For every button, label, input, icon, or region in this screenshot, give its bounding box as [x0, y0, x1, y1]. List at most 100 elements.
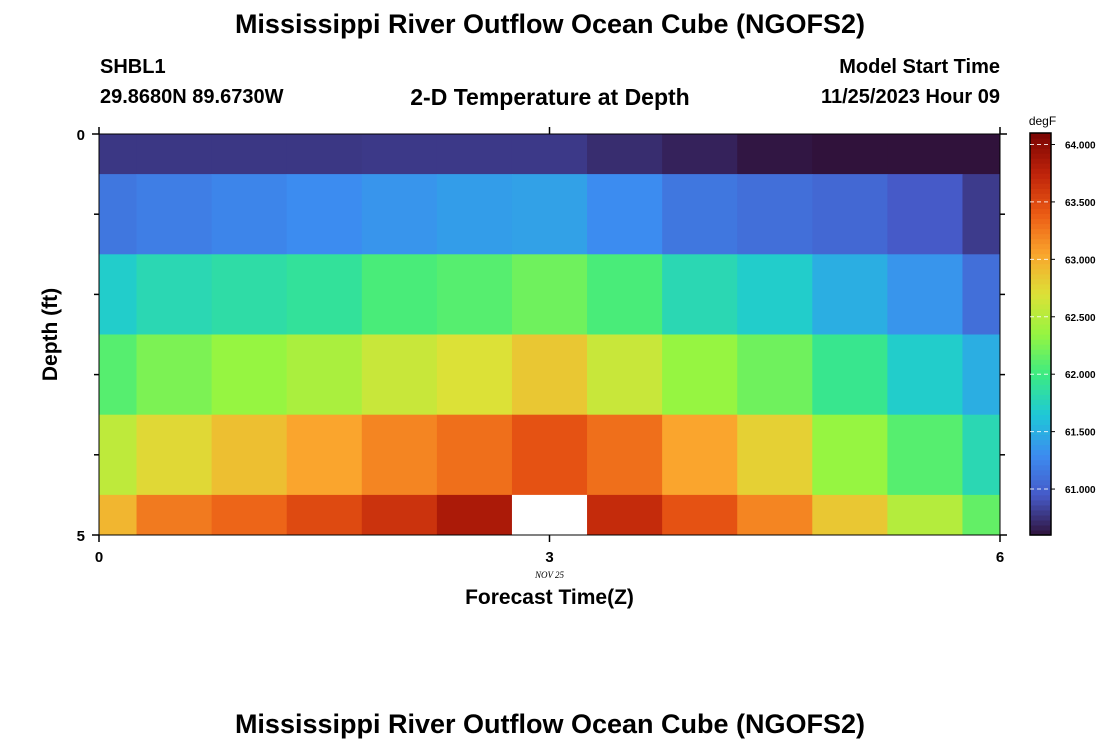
colorbar-segment: [1030, 168, 1051, 174]
heatmap-cell: [511, 334, 588, 416]
colorbar-segment: [1030, 379, 1051, 385]
heatmap-cell: [136, 174, 213, 255]
heatmap-cell: [511, 174, 588, 255]
heatmap-cell: [99, 414, 138, 496]
heatmap-cell: [511, 494, 588, 536]
colorbar-segment: [1030, 419, 1051, 426]
heatmap-cell: [587, 334, 663, 416]
heatmap-cell: [211, 494, 288, 536]
colorbar-segment: [1030, 248, 1051, 255]
colorbar-tick-label: 62.500: [1065, 313, 1096, 324]
heatmap-cell: [962, 254, 1001, 335]
colorbar-segment: [1030, 268, 1051, 275]
colorbar-segment: [1030, 278, 1051, 285]
heatmap-cell: [286, 334, 363, 416]
heatmap-cell: [887, 134, 963, 175]
heatmap-cell: [99, 254, 138, 335]
colorbar-segment: [1030, 469, 1051, 476]
colorbar-segment: [1030, 323, 1051, 330]
colorbar-segment: [1030, 213, 1051, 220]
colorbar-segment: [1030, 424, 1051, 431]
colorbar-segment: [1030, 339, 1051, 345]
heatmap-cell: [286, 174, 363, 255]
x-tick-sublabel: NOV 25: [534, 570, 565, 580]
colorbar-segment: [1030, 228, 1051, 235]
colorbar-segment: [1030, 153, 1051, 159]
heatmap-cell: [812, 414, 888, 496]
colorbar-frame: [1029, 132, 1052, 536]
colorbar-segment: [1030, 148, 1051, 154]
heatmap-cell: [286, 414, 363, 496]
colorbar-segment: [1030, 163, 1051, 169]
heatmap-cell: [211, 334, 288, 416]
heatmap-cell: [887, 334, 963, 416]
heatmap-cell: [361, 494, 438, 536]
heatmap-cell: [812, 334, 888, 416]
colorbar-segment: [1030, 344, 1051, 350]
heatmap-cell: [887, 494, 963, 536]
heatmap-cell: [962, 134, 1001, 175]
heatmap-cell: [436, 254, 513, 335]
colorbar-unit-label: degF: [1029, 114, 1056, 128]
heatmap-cell: [737, 494, 813, 536]
station-coordinates: 29.8680N 89.6730W: [100, 86, 284, 108]
plot-subtitle: 2-D Temperature at Depth: [410, 84, 690, 110]
colorbar-segment: [1030, 334, 1051, 340]
colorbar-segment: [1030, 133, 1051, 139]
heatmap-cell: [887, 254, 963, 335]
heatmap-cell: [812, 134, 888, 175]
heatmap-cell: [812, 174, 888, 255]
colorbar-segment: [1030, 374, 1051, 380]
footer-title: Mississippi River Outflow Ocean Cube (NG…: [234, 709, 866, 739]
heatmap-cell: [737, 414, 813, 496]
heatmap-cell: [662, 254, 738, 335]
heatmap-cell: [99, 334, 138, 416]
colorbar-segment: [1030, 193, 1051, 199]
heatmap-cell: [136, 334, 213, 416]
colorbar-segment: [1030, 218, 1051, 225]
chart-title: Mississippi River Outflow Ocean Cube (NG…: [234, 9, 866, 39]
heatmap-cell: [962, 334, 1001, 416]
heatmap-cell: [511, 134, 588, 175]
colorbar-segment: [1030, 203, 1051, 209]
colorbar-segment: [1030, 253, 1051, 260]
colorbar-segment: [1030, 509, 1051, 516]
colorbar-segment: [1030, 243, 1051, 250]
heatmap-cell: [211, 134, 288, 175]
heatmap-cell: [361, 174, 438, 255]
x-tick-label: 0: [95, 549, 103, 566]
heatmap-cell: [887, 414, 963, 496]
colorbar-segment: [1030, 384, 1051, 390]
heatmap-cell: [436, 494, 513, 536]
colorbar-segment: [1030, 524, 1051, 531]
heatmap-cell: [286, 254, 363, 335]
colorbar-segment: [1030, 409, 1051, 415]
heatmap-cell: [211, 414, 288, 496]
colorbar-segment: [1030, 233, 1051, 240]
colorbar-segment: [1030, 489, 1051, 496]
colorbar-segment: [1030, 529, 1051, 536]
colorbar-segment: [1030, 359, 1051, 365]
heatmap-cell: [587, 134, 663, 175]
heatmap-cell: [662, 414, 738, 496]
colorbar-segment: [1030, 454, 1051, 461]
heatmap-cell: [662, 494, 738, 536]
colorbar-segment: [1030, 434, 1051, 441]
colorbar-segment: [1030, 288, 1051, 295]
heatmap-cell: [436, 334, 513, 416]
colorbar-segment: [1030, 369, 1051, 375]
colorbar-segment: [1030, 138, 1051, 144]
station-id: SHBL1: [100, 56, 166, 78]
colorbar-segment: [1030, 188, 1051, 194]
heatmap-cell: [737, 134, 813, 175]
heatmap-cell: [99, 134, 138, 175]
x-tick-label: 3: [545, 549, 553, 566]
heatmap-cell: [286, 494, 363, 536]
colorbar-segment: [1030, 519, 1051, 526]
colorbar-segment: [1030, 444, 1051, 451]
colorbar-segment: [1030, 389, 1051, 395]
y-tick-label: 5: [77, 528, 85, 545]
heatmap-cell: [361, 134, 438, 175]
heatmap-cell: [136, 254, 213, 335]
colorbar-segment: [1030, 273, 1051, 280]
